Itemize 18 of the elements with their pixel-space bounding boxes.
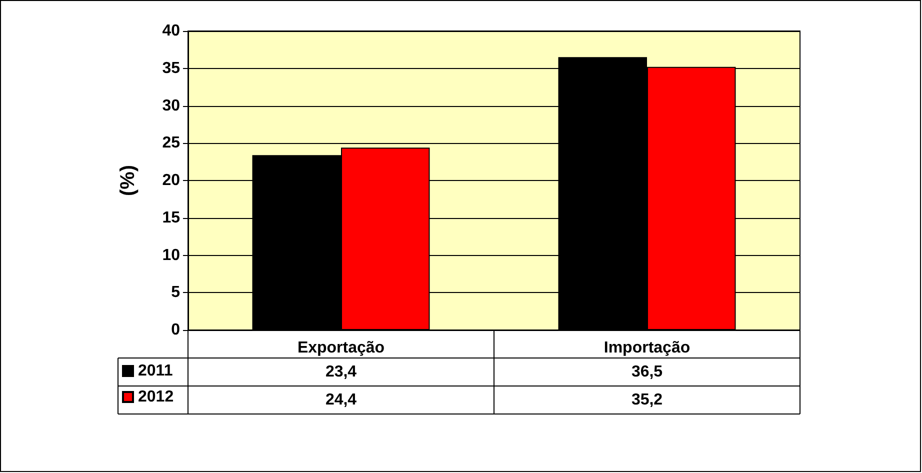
y-tick-label: 40	[162, 22, 180, 40]
y-tick-label: 10	[162, 246, 180, 264]
data-label: 36,5	[631, 364, 663, 380]
legend-label: 2012	[138, 388, 174, 406]
y-tick-label: 15	[162, 209, 180, 226]
legend-label: 2011	[138, 362, 173, 380]
y-tick-label: 30	[162, 97, 180, 114]
y-tick-label: 25	[162, 134, 180, 152]
y-tick-label: 0	[171, 322, 180, 338]
x-tick-label: Exportação	[297, 340, 385, 356]
y-tick-label: 35	[162, 60, 180, 77]
data-label: 24,4	[325, 392, 357, 408]
y-tick-label: 5	[171, 284, 180, 302]
x-tick-label: Importação	[604, 340, 690, 356]
y-axis-title: (%)	[117, 164, 139, 196]
y-tick-label: 20	[162, 172, 180, 189]
data-label: 23,4	[325, 364, 357, 380]
data-label: 35,2	[631, 392, 663, 408]
